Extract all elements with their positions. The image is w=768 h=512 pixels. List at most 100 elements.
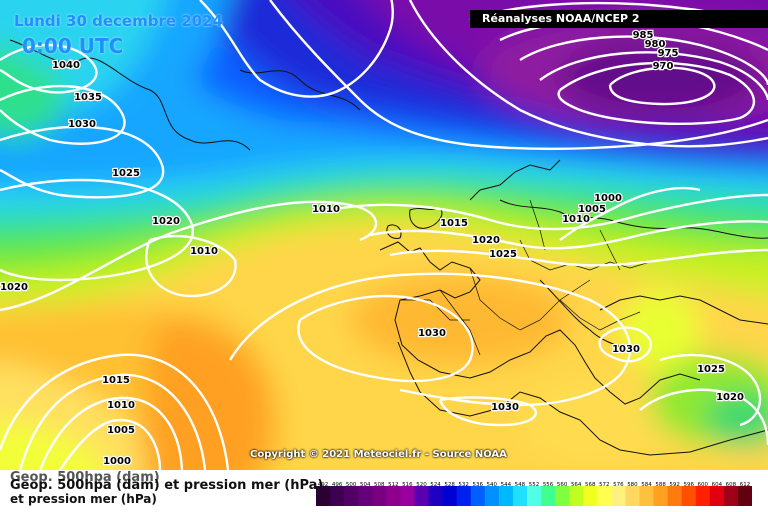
scale-swatch	[414, 486, 430, 506]
pressure-label-1020: 1020	[0, 282, 28, 293]
scale-swatch	[358, 486, 373, 506]
scale-tick-label: 596	[683, 482, 694, 488]
pressure-label-1030: 1030	[491, 402, 519, 413]
scale-swatch	[330, 486, 345, 506]
scale-swatch	[569, 486, 584, 506]
pressure-label-1010: 1010	[312, 204, 340, 215]
pressure-label-1035: 1035	[74, 92, 102, 103]
pressure-label-1020: 1020	[716, 392, 744, 403]
scale-tick-label: 584	[641, 482, 652, 488]
scale-swatch	[625, 486, 640, 506]
scale-tick-label: 492	[318, 482, 329, 488]
map-date: Lundi 30 decembre 2024	[14, 12, 223, 30]
scale-swatch	[723, 486, 739, 506]
scale-tick-label: 516	[402, 482, 413, 488]
scale-swatch	[597, 486, 612, 506]
pressure-label-1025: 1025	[489, 249, 517, 260]
scale-swatch	[400, 486, 415, 506]
pressure-label-1040: 1040	[52, 60, 80, 71]
scale-tick-label: 524	[430, 482, 441, 488]
scale-swatch	[695, 486, 711, 506]
scale-tick-label: 556	[543, 482, 554, 488]
scale-tick-label: 588	[655, 482, 666, 488]
pressure-label-1030: 1030	[612, 344, 640, 355]
pressure-label-1020: 1020	[472, 235, 500, 246]
scale-swatch	[456, 486, 472, 506]
scale-swatch	[372, 486, 387, 506]
scale-swatch	[667, 486, 683, 506]
pressure-label-1010: 1010	[562, 214, 590, 225]
geopotential-map: 1040 1035 1030 1025 1020 1010 1010 1015 1020 1025…	[0, 0, 768, 470]
scale-tick-label: 552	[529, 482, 540, 488]
scale-tick-label: 504	[360, 482, 371, 488]
source-label: Réanalyses NOAA/NCEP 2	[470, 10, 768, 28]
scale-tick-label: 528	[444, 482, 455, 488]
scale-swatch	[386, 486, 401, 506]
scale-swatch	[498, 486, 514, 506]
scale-tick-label: 548	[515, 482, 526, 488]
scale-swatch	[555, 486, 570, 506]
map-time: 0:00 UTC	[22, 34, 124, 58]
pressure-label-1015: 1015	[440, 218, 468, 229]
isobars	[0, 0, 768, 470]
scale-tick-label: 500	[346, 482, 357, 488]
pressure-label-1010: 1010	[190, 246, 218, 257]
scale-tick-label: 536	[472, 482, 483, 488]
pressure-label-970: 970	[653, 61, 674, 72]
scale-swatch	[526, 486, 542, 506]
scale-tick-label: 512	[388, 482, 399, 488]
scale-swatch	[541, 486, 556, 506]
scale-tick-label: 572	[599, 482, 610, 488]
scale-tick-label: 576	[613, 482, 624, 488]
scale-tick-label: 564	[571, 482, 582, 488]
pressure-label-1020: 1020	[152, 216, 180, 227]
pressure-label-975: 975	[658, 48, 679, 59]
scale-swatch	[470, 486, 486, 506]
scale-swatch	[428, 486, 444, 506]
pressure-label-1000: 1000	[594, 193, 622, 204]
scale-swatch	[316, 486, 331, 506]
scale-tick-label: 600	[698, 482, 709, 488]
scale-tick-label: 604	[712, 482, 723, 488]
scale-tick-label: 540	[487, 482, 498, 488]
scale-swatch	[653, 486, 669, 506]
scale-swatch	[442, 486, 458, 506]
pressure-label-980: 980	[645, 39, 666, 50]
scale-swatch	[484, 486, 500, 506]
scale-tick-label: 544	[501, 482, 512, 488]
scale-tick-label: 532	[458, 482, 469, 488]
scale-tick-label: 580	[627, 482, 638, 488]
scale-tick-label: 508	[374, 482, 385, 488]
pressure-label-1010: 1010	[107, 400, 135, 411]
scale-swatch	[681, 486, 697, 506]
pressure-label-1000: 1000	[103, 456, 131, 467]
pressure-label-1030: 1030	[68, 119, 96, 130]
pressure-label-1005: 1005	[578, 204, 606, 215]
scale-tick-label: 496	[332, 482, 343, 488]
pressure-label-1025: 1025	[112, 168, 140, 179]
pressure-labels: 1040 1035 1030 1025 1020 1010 1010 1015 1020 1025…	[0, 29, 745, 469]
legend-subtitle: et pression mer (hPa)	[10, 492, 157, 506]
legend-title-top: Geop. 500hpa (dam)	[10, 470, 160, 485]
color-scale: 492 496 500 504 508 512 516 520 524 528 532 536 540 5…	[316, 482, 752, 506]
scale-tick-label: 612	[740, 482, 751, 488]
copyright-notice: Copyright © 2021 Meteociel.fr - Source N…	[250, 449, 507, 460]
scale-tick-label: 520	[416, 482, 427, 488]
pressure-label-1005: 1005	[107, 425, 135, 436]
scale-swatch	[344, 486, 359, 506]
scale-swatch	[611, 486, 626, 506]
pressure-label-1030: 1030	[418, 328, 446, 339]
scale-swatch	[583, 486, 598, 506]
scale-tick-label: 560	[557, 482, 568, 488]
scale-swatch	[512, 486, 528, 506]
scale-tick-label: 592	[669, 482, 680, 488]
pressure-label-1025: 1025	[697, 364, 725, 375]
scale-tick-label: 568	[585, 482, 596, 488]
legend-title: Geop. 500hpa (dam) et pression mer (hPa)	[10, 478, 324, 493]
scale-tick-label: 608	[726, 482, 737, 488]
scale-swatch	[639, 486, 655, 506]
scale-swatch	[737, 486, 752, 506]
scale-swatch	[709, 486, 725, 506]
pressure-label-985: 985	[633, 30, 654, 41]
